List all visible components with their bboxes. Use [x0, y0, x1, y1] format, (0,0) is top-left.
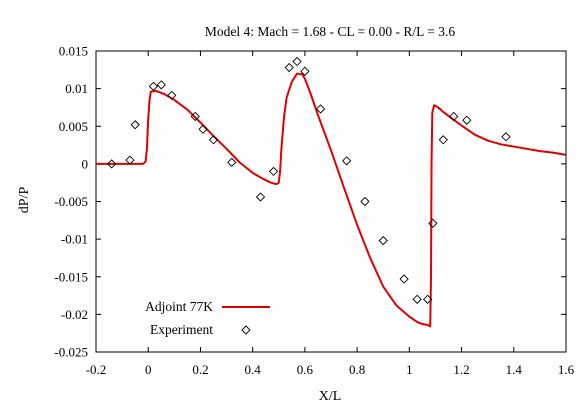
experiment-point — [292, 56, 302, 67]
experiment-point — [268, 166, 279, 177]
x-tick-label: 0.2 — [192, 362, 208, 377]
x-axis-title: X/L — [319, 389, 342, 404]
legend-label: Adjoint 77K — [145, 299, 213, 314]
experiment-point — [284, 62, 294, 73]
experiment-point — [125, 155, 135, 165]
experiment-point — [190, 111, 200, 122]
x-tick-label: 0.6 — [297, 362, 314, 377]
y-tick-label: 0 — [82, 156, 89, 171]
experiment-point — [360, 196, 370, 207]
experiment-point — [378, 235, 388, 246]
experiment-point — [315, 104, 326, 114]
experiment-point — [300, 66, 310, 76]
y-axis-title: dP/P — [17, 187, 32, 214]
experiment-point — [462, 115, 472, 125]
experiment-point — [501, 132, 511, 142]
experiment-point — [438, 135, 448, 145]
series-layer — [96, 56, 567, 328]
x-tick-label: 1.6 — [558, 362, 575, 377]
legend-label: Experiment — [150, 322, 213, 337]
experiment-point — [399, 274, 409, 284]
experiment-point — [342, 156, 352, 166]
x-tick-label: -0.2 — [86, 362, 107, 377]
experiment-point — [412, 294, 422, 304]
axis-ticks: -0.2 0 0.2 0.4 0.6 0.8 1 1.2 1.4 1.6 -0.025 -0.02 -0… — [54, 44, 574, 378]
y-tick-label: -0.02 — [61, 307, 88, 322]
y-tick-label: 0.005 — [59, 119, 88, 134]
experiment-point — [428, 218, 438, 228]
y-tick-label: -0.015 — [54, 269, 88, 284]
experiment-point — [449, 111, 459, 122]
y-tick-label: -0.01 — [61, 232, 88, 247]
x-tick-label: 0.4 — [245, 362, 262, 377]
x-tick-label: 1 — [406, 362, 413, 377]
experiment-point — [156, 80, 166, 90]
experiment-point — [167, 90, 177, 101]
experiment-point — [148, 81, 159, 92]
legend-swatch-experiment — [241, 325, 251, 335]
experiment-point — [130, 120, 140, 130]
series-line-adjoint — [96, 72, 567, 328]
y-tick-label: -0.005 — [54, 194, 88, 209]
x-tick-label: 0 — [145, 362, 152, 377]
y-tick-label: 0.01 — [65, 81, 88, 96]
experiment-point — [422, 294, 433, 304]
experiment-point — [255, 192, 266, 202]
experiment-point — [198, 124, 208, 134]
x-tick-label: 1.2 — [453, 362, 469, 377]
x-tick-label: 1.4 — [506, 362, 523, 377]
experiment-point — [107, 159, 117, 169]
legend: Adjoint 77K Experiment — [145, 299, 270, 337]
experiment-point — [208, 135, 219, 145]
chart-title: Model 4: Mach = 1.68 - CL = 0.00 - R/L =… — [205, 24, 455, 39]
y-tick-label: 0.015 — [59, 44, 88, 59]
y-tick-label: -0.025 — [54, 345, 88, 360]
experiment-point — [227, 157, 237, 168]
x-tick-label: 0.8 — [349, 362, 365, 377]
